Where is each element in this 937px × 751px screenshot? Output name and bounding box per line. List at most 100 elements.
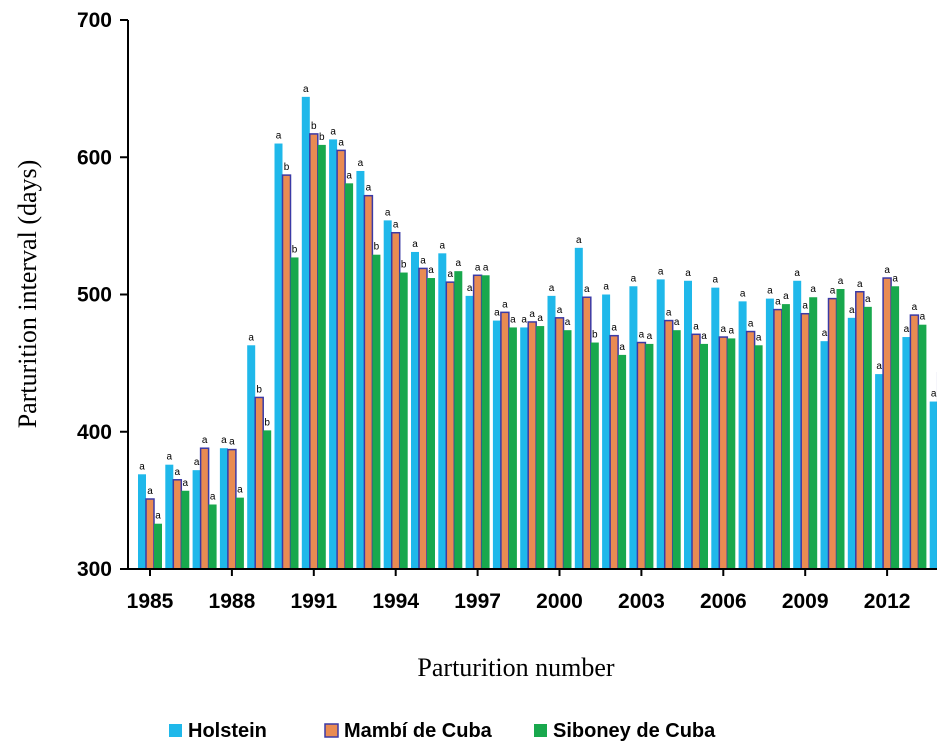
bar-letter: a xyxy=(338,137,344,148)
bar-letter: a xyxy=(183,478,189,489)
bar-letter: a xyxy=(794,268,800,279)
bar-letter: a xyxy=(767,286,773,297)
bar-letter: a xyxy=(830,286,836,297)
bar-holstein-1998 xyxy=(492,320,501,569)
bar-mamb-de-cuba-2004 xyxy=(663,319,674,570)
bar-letter: a xyxy=(783,291,789,302)
bar-letter: a xyxy=(448,269,454,280)
x-tick-label: 1994 xyxy=(372,590,419,613)
bar-mamb-de-cuba-1992 xyxy=(336,149,346,570)
bar-mamb-de-cuba-2013 xyxy=(909,314,920,570)
bar-letter: a xyxy=(155,511,161,522)
bar-mamb-de-cuba-1988 xyxy=(227,448,237,570)
legend-label: Siboney de Cuba xyxy=(553,720,716,742)
bar-letter: a xyxy=(631,273,637,284)
bar-holstein-2006 xyxy=(711,287,720,569)
bar-letter: a xyxy=(521,314,527,325)
bar-letter: a xyxy=(147,486,153,497)
bar-letter: a xyxy=(210,491,216,502)
bar-letter: a xyxy=(346,170,352,181)
bar-mamb-de-cuba-2010 xyxy=(827,297,838,570)
bar-letter: a xyxy=(904,324,910,335)
bar-mamb-de-cuba-1996 xyxy=(445,281,456,570)
bar-siboney-de-cuba-1985 xyxy=(154,523,162,569)
x-tick-label: 2009 xyxy=(782,590,829,613)
bar-letter: a xyxy=(202,435,208,446)
bar-holstein-2013 xyxy=(902,337,911,569)
bar-letter: a xyxy=(175,467,181,478)
bar-siboney-de-cuba-2009 xyxy=(809,297,818,569)
bar-holstein-1997 xyxy=(465,295,474,569)
bar-letter: a xyxy=(428,265,434,276)
bar-letter: a xyxy=(237,485,243,496)
bar-holstein-2003 xyxy=(629,286,638,569)
x-tick-label: 2012 xyxy=(864,590,911,613)
bar-letter: a xyxy=(565,317,571,328)
bar-letter: a xyxy=(483,262,489,273)
bar-letter: a xyxy=(884,265,890,276)
legend-swatch-siboney-de-cuba xyxy=(534,724,547,737)
bar-letter: a xyxy=(248,332,254,343)
bar-holstein-1996 xyxy=(438,253,447,569)
bar-siboney-de-cuba-2005 xyxy=(700,343,708,569)
bar-siboney-de-cuba-1995 xyxy=(427,278,435,569)
legend: Holstein Mambí de Cuba Siboney de Cuba xyxy=(169,720,716,742)
bar-letter: a xyxy=(229,437,235,448)
bar-mamb-de-cuba-2005 xyxy=(691,333,701,570)
bar-siboney-de-cuba-2006 xyxy=(727,338,736,569)
bar-letter: a xyxy=(276,131,282,142)
bar-letter: a xyxy=(440,240,446,251)
y-tick-label: 400 xyxy=(77,421,112,444)
bar-mamb-de-cuba-1986 xyxy=(172,479,183,570)
bar-mamb-de-cuba-2001 xyxy=(582,296,592,570)
bar-letter: a xyxy=(849,305,855,316)
bar-mamb-de-cuba-1989 xyxy=(254,396,264,570)
bar-letter: b xyxy=(311,121,317,132)
bar-holstein-1989 xyxy=(247,345,256,569)
bar-siboney-de-cuba-1994 xyxy=(399,272,408,569)
bar-letter: a xyxy=(475,262,481,273)
bar-holstein-1993 xyxy=(356,170,365,569)
bar-letter: a xyxy=(619,342,625,353)
bar-mamb-de-cuba-1995 xyxy=(418,267,428,570)
bar-letter: a xyxy=(502,299,508,310)
bar-holstein-1987 xyxy=(192,470,201,569)
bars xyxy=(138,96,937,570)
bar-mamb-de-cuba-1991 xyxy=(309,133,319,570)
bar-mamb-de-cuba-2009 xyxy=(800,312,810,570)
y-tick-label: 500 xyxy=(77,284,112,307)
bar-holstein-2004 xyxy=(656,279,665,569)
bar-holstein-2010 xyxy=(820,341,829,569)
bar-siboney-de-cuba-1996 xyxy=(454,271,463,569)
bar-siboney-de-cuba-1990 xyxy=(290,257,299,569)
bar-letter: a xyxy=(822,328,828,339)
bar-letter: a xyxy=(510,314,516,325)
y-axis-ticks: 300 400 500 600 700 xyxy=(77,9,128,581)
bar-letter: a xyxy=(674,317,680,328)
bar-mamb-de-cuba-2002 xyxy=(609,334,619,570)
bar-holstein-1990 xyxy=(274,143,283,569)
bar-letter: a xyxy=(549,283,555,294)
bar-letter: a xyxy=(912,302,918,313)
bar-mamb-de-cuba-1999 xyxy=(527,321,537,570)
bar-siboney-de-cuba-2002 xyxy=(618,354,627,569)
bar-mamb-de-cuba-2007 xyxy=(745,330,756,570)
x-tick-label: 2006 xyxy=(700,590,747,613)
bar-letter: a xyxy=(494,308,500,319)
bar-mamb-de-cuba-1987 xyxy=(199,447,210,570)
bar-letter: a xyxy=(865,294,871,305)
bar-letter: a xyxy=(647,331,653,342)
bar-letter: a xyxy=(584,284,590,295)
y-tick-label: 600 xyxy=(77,146,112,169)
bar-mamb-de-cuba-1998 xyxy=(500,311,510,570)
bar-letter: a xyxy=(810,284,816,295)
bar-holstein-2002 xyxy=(602,294,611,569)
x-tick-label: 2003 xyxy=(618,590,665,613)
bar-holstein-2005 xyxy=(684,280,692,569)
bar-letter: a xyxy=(537,313,543,324)
bar-letter: a xyxy=(740,288,746,299)
bar-mamb-de-cuba-1997 xyxy=(472,274,483,570)
bar-letter: a xyxy=(693,321,699,332)
